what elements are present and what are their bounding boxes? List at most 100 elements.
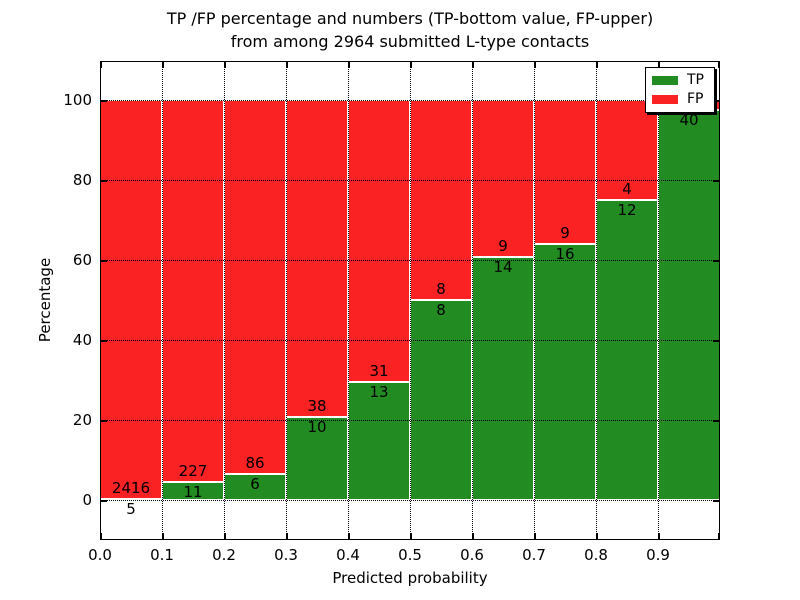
y-tick-mark [101,340,107,342]
tp-color-swatch-icon [652,76,678,85]
x-tick-mark [100,533,102,539]
fp-count-label: 31 [369,362,389,380]
tp-count-label: 14 [493,258,513,276]
x-tick-mark [472,62,474,68]
x-tick-label: 0.1 [150,546,174,564]
tp-bar-segment [286,417,348,500]
fp-color-swatch-icon [652,95,678,104]
x-tick-label: 0.2 [212,546,236,564]
vertical-gridline [286,61,287,540]
x-tick-mark [596,62,598,68]
x-tick-mark [348,62,350,68]
x-tick-label: 0.3 [274,546,298,564]
tp-bar-segment [348,382,410,500]
x-tick-label: 0.4 [336,546,360,564]
chart-title-line2: from among 2964 submitted L-type contact… [230,32,590,51]
chart-title-line1: TP /FP percentage and numbers (TP-bottom… [166,9,654,28]
y-tick-label: 40 [72,331,92,349]
vertical-gridline [534,61,535,540]
vertical-gridline [658,61,659,540]
x-tick-label: 0.7 [522,546,546,564]
fp-bar-segment [534,100,596,244]
x-tick-label: 0.6 [460,546,484,564]
x-tick-mark [410,533,412,539]
fp-count-label: 9 [498,237,508,255]
fp-bar-segment [410,100,472,300]
fp-count-label: 9 [560,224,570,242]
x-tick-mark [658,62,660,68]
legend-entry-fp: FP [652,92,708,107]
fp-bar-segment [472,100,534,257]
x-tick-mark [224,533,226,539]
x-tick-mark [224,62,226,68]
tp-count-label: 40 [679,111,699,129]
x-tick-mark [100,62,102,68]
y-tick-mark [713,180,719,182]
x-tick-mark [410,62,412,68]
x-tick-label: 0.9 [646,546,670,564]
x-tick-label: 0.5 [398,546,422,564]
x-tick-mark [658,533,660,539]
tp-bar-segment [658,110,720,500]
x-tick-mark [718,62,720,68]
tp-count-label: 13 [369,383,389,401]
tp-count-label: 10 [307,418,327,436]
fp-count-label: 86 [245,454,265,472]
fp-bar-segment [100,100,162,499]
vertical-gridline [162,61,163,540]
x-tick-mark [162,533,164,539]
fp-bar-segment [224,100,286,474]
vertical-gridline [472,61,473,540]
x-tick-mark [534,533,536,539]
vertical-gridline [596,61,597,540]
x-tick-mark [718,533,720,539]
y-axis-label: Percentage [36,257,54,343]
y-tick-mark [101,100,107,102]
fp-bar-segment [286,100,348,417]
y-tick-mark [101,260,107,262]
tp-bar-segment [596,200,658,500]
legend-label-fp: FP [687,91,704,107]
plot-area: 2416 5 227 11 86 6 38 10 31 13 8 8 9 14 9 16 4 12 40 [100,61,720,540]
x-tick-label: 0.8 [584,546,608,564]
tp-bar-segment [534,244,596,500]
y-tick-mark [713,420,719,422]
y-tick-mark [713,340,719,342]
fp-count-label: 227 [178,462,208,480]
vertical-gridline [224,61,225,540]
y-tick-mark [101,180,107,182]
tp-bar-segment [410,300,472,500]
vertical-gridline [348,61,349,540]
y-tick-mark [713,500,719,502]
y-tick-mark [713,260,719,262]
tp-count-label: 6 [250,475,260,493]
tp-count-label: 8 [436,301,446,319]
fp-bar-segment [162,100,224,482]
x-tick-mark [596,533,598,539]
fp-count-label: 2416 [111,479,151,497]
legend-entry-tp: TP [652,73,708,88]
tp-count-label: 16 [555,245,575,263]
x-tick-mark [348,533,350,539]
y-tick-label: 20 [72,411,92,429]
x-tick-label: 0.0 [88,546,112,564]
x-axis-label: Predicted probability [332,569,488,587]
tp-bar-segment [472,257,534,500]
y-tick-label: 60 [72,251,92,269]
fp-count-label: 38 [307,397,327,415]
x-tick-mark [286,62,288,68]
y-tick-label: 80 [72,171,92,189]
y-tick-mark [101,420,107,422]
legend-label-tp: TP [687,72,704,88]
y-tick-mark [101,500,107,502]
tp-count-label: 11 [183,483,203,501]
x-tick-mark [472,533,474,539]
fp-bar-segment [596,100,658,200]
y-tick-label: 100 [63,91,92,109]
x-tick-mark [286,533,288,539]
vertical-gridline [410,61,411,540]
fp-count-label: 8 [436,280,446,298]
fp-count-label: 4 [622,180,632,198]
x-tick-mark [534,62,536,68]
